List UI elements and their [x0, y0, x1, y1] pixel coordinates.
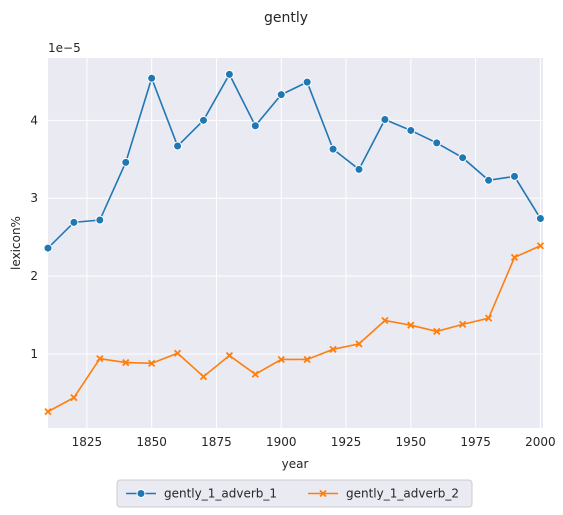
data-point-series-1	[173, 141, 183, 151]
data-point-series-2	[407, 321, 415, 329]
plot-area	[48, 58, 543, 428]
data-point-series-2	[433, 327, 441, 336]
x-tick-label: 1950	[396, 435, 427, 449]
legend-item-2: gently_1_adverb_2	[308, 487, 459, 501]
data-point-series-1	[95, 215, 105, 225]
data-point-series-2	[122, 358, 130, 367]
data-point-series-1	[328, 144, 338, 154]
legend-marker	[136, 489, 146, 498]
data-point-series-2	[148, 359, 156, 367]
data-point-series-1	[250, 121, 260, 131]
y-axis-label: lexicon%	[9, 216, 23, 270]
legend-marker	[319, 489, 327, 498]
legend-label: gently_1_adverb_2	[346, 487, 459, 501]
chart-title: gently	[264, 10, 308, 26]
data-point-series-1	[406, 125, 416, 135]
data-point-series-2	[303, 355, 311, 364]
data-point-series-1	[121, 157, 131, 167]
legend: gently_1_adverb_1 gently_1_adverb_2	[116, 479, 473, 508]
x-tick-labels: 1825 1850 1875 1900 1925 1950 1975 2000	[72, 435, 556, 449]
data-point-series-1	[276, 90, 286, 100]
data-point-series-1	[224, 69, 234, 79]
x-tick-label: 1825	[72, 435, 103, 449]
series-line-2	[47, 245, 541, 413]
data-point-series-1	[432, 138, 442, 148]
data-point-series-2	[173, 349, 182, 357]
series-lines	[47, 72, 542, 413]
data-point-series-2	[381, 316, 389, 325]
data-point-series-1	[43, 243, 53, 253]
data-point-series-1	[354, 164, 364, 174]
y-tick-labels: 1 2 3 4	[30, 113, 38, 361]
data-point-series-2	[355, 340, 363, 348]
data-point-series-2	[199, 372, 208, 381]
x-tick-label: 1900	[266, 435, 297, 449]
data-point-series-2	[70, 393, 78, 402]
x-tick-label: 1850	[136, 435, 167, 449]
data-point-series-2	[329, 345, 337, 353]
y-tick-label: 4	[30, 113, 38, 127]
data-point-series-2	[536, 242, 545, 250]
y-tick-label: 1	[30, 347, 38, 361]
y-tick-label: 3	[30, 191, 38, 205]
data-point-series-1	[509, 171, 519, 181]
grid-lines	[48, 58, 543, 428]
series-line-1	[47, 72, 542, 249]
legend-label: gently_1_adverb_1	[164, 487, 277, 501]
data-point-series-2	[510, 253, 519, 262]
data-point-series-1	[198, 115, 208, 125]
data-point-series-1	[69, 217, 79, 227]
data-point-series-1	[535, 213, 545, 223]
series-markers	[43, 69, 545, 416]
data-point-series-1	[302, 77, 312, 87]
data-point-series-2	[484, 314, 493, 322]
data-point-series-2	[251, 370, 259, 378]
y-tick-label: 2	[30, 269, 38, 283]
legend-box	[116, 479, 473, 508]
data-point-series-1	[147, 73, 157, 83]
x-tick-label: 1925	[331, 435, 362, 449]
y-scale-label: 1e−5	[48, 41, 81, 55]
data-point-series-2	[225, 351, 234, 360]
data-point-series-2	[96, 355, 104, 363]
x-tick-label: 2000	[525, 435, 556, 449]
legend-item-1: gently_1_adverb_1	[126, 487, 277, 501]
data-point-series-2	[459, 320, 467, 329]
data-point-series-2	[277, 355, 285, 364]
data-point-series-1	[380, 115, 390, 125]
data-point-series-1	[458, 153, 468, 163]
x-tick-label: 1875	[201, 435, 232, 449]
data-point-series-2	[44, 408, 52, 416]
data-point-series-1	[484, 175, 494, 185]
x-axis-label: year	[282, 457, 309, 471]
x-tick-label: 1975	[460, 435, 491, 449]
